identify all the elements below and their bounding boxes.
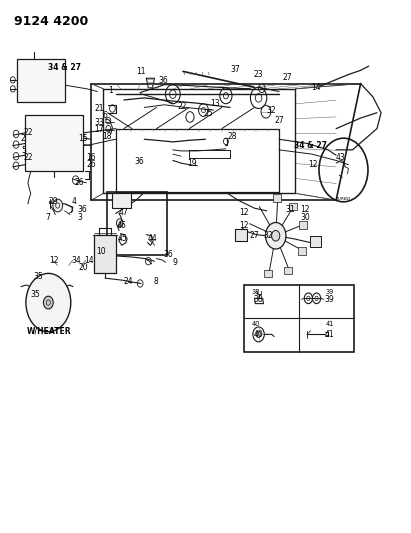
Text: 30: 30 (300, 213, 310, 222)
Text: 4: 4 (72, 197, 76, 206)
Text: 12: 12 (239, 208, 249, 217)
Text: 6: 6 (103, 111, 108, 120)
Text: 41: 41 (326, 320, 334, 327)
Text: 41: 41 (325, 330, 334, 339)
Text: 29: 29 (48, 197, 58, 206)
Bar (298, 247, 306, 255)
Bar (95, 235, 115, 273)
Text: 14: 14 (311, 83, 321, 92)
Text: 31: 31 (285, 205, 295, 214)
Text: 20: 20 (78, 263, 88, 272)
Text: 36: 36 (164, 251, 173, 260)
Text: 40: 40 (251, 320, 260, 327)
Text: 25: 25 (203, 109, 213, 118)
Text: 47: 47 (119, 208, 129, 217)
Text: 10: 10 (96, 247, 106, 256)
Text: 39: 39 (325, 295, 335, 304)
Bar (17, 59, 65, 102)
Text: 34 & 27: 34 & 27 (295, 141, 328, 150)
Text: 5: 5 (21, 147, 26, 156)
Text: 26: 26 (86, 160, 96, 169)
Text: 27: 27 (274, 116, 284, 125)
Text: 12: 12 (308, 160, 318, 169)
Bar (113, 193, 131, 208)
Text: 12: 12 (300, 205, 310, 214)
Bar (299, 221, 307, 229)
Text: 9124 4200: 9124 4200 (14, 14, 88, 28)
Bar (107, 192, 167, 255)
Text: 3: 3 (77, 213, 82, 222)
Text: 28: 28 (228, 132, 238, 141)
Text: 39: 39 (326, 289, 334, 295)
Text: 27: 27 (282, 73, 292, 82)
Circle shape (44, 296, 53, 309)
Text: 13: 13 (210, 99, 220, 108)
Text: 32: 32 (266, 106, 275, 115)
Text: 38: 38 (254, 295, 263, 304)
Text: 18: 18 (103, 132, 112, 141)
Text: 34: 34 (72, 256, 81, 265)
Text: 44: 44 (148, 235, 157, 244)
Text: 36: 36 (134, 157, 144, 166)
Bar (25, 115, 83, 171)
Bar (284, 266, 292, 274)
Text: 21: 21 (95, 104, 104, 113)
Text: 11: 11 (136, 67, 145, 76)
Text: 38: 38 (251, 289, 260, 295)
Circle shape (26, 273, 71, 332)
Text: 17: 17 (95, 125, 104, 134)
Bar (273, 195, 281, 202)
Text: 23: 23 (254, 70, 263, 79)
Text: 15: 15 (78, 134, 88, 143)
Text: 14: 14 (84, 256, 93, 265)
Text: 35: 35 (31, 289, 41, 298)
Text: 12: 12 (50, 256, 59, 265)
Text: 27: 27 (249, 231, 259, 240)
Bar (310, 236, 321, 247)
Text: 22: 22 (24, 128, 33, 138)
Circle shape (272, 230, 280, 241)
Text: 19: 19 (187, 159, 197, 167)
Text: 37: 37 (231, 64, 240, 74)
Bar (289, 203, 297, 210)
Circle shape (53, 199, 62, 212)
Text: 16: 16 (86, 154, 96, 163)
Text: 8: 8 (153, 277, 158, 286)
Text: 36: 36 (159, 76, 168, 85)
Text: 32: 32 (263, 231, 273, 240)
Text: 46: 46 (116, 221, 126, 230)
Text: W/HEATER: W/HEATER (27, 327, 72, 336)
Text: 12: 12 (239, 221, 249, 230)
Bar (235, 229, 247, 241)
Bar (264, 270, 272, 277)
Text: 43: 43 (335, 154, 345, 163)
Text: 22: 22 (24, 154, 33, 163)
Bar (244, 285, 354, 352)
Text: 9: 9 (172, 258, 177, 266)
Text: 7: 7 (46, 213, 51, 222)
Text: 2: 2 (21, 134, 26, 143)
Circle shape (266, 222, 286, 249)
Text: 22: 22 (178, 102, 187, 111)
Text: 34 & 27: 34 & 27 (48, 63, 81, 72)
Text: 36: 36 (77, 205, 87, 214)
Circle shape (256, 331, 261, 337)
Text: 24: 24 (123, 277, 133, 286)
Text: 40: 40 (254, 330, 263, 339)
Text: 33: 33 (95, 118, 104, 127)
Text: TURBO: TURBO (336, 197, 351, 200)
Text: 45: 45 (118, 235, 127, 244)
Text: 1: 1 (109, 86, 113, 95)
Text: 26: 26 (74, 178, 84, 187)
Text: 35: 35 (33, 271, 43, 280)
